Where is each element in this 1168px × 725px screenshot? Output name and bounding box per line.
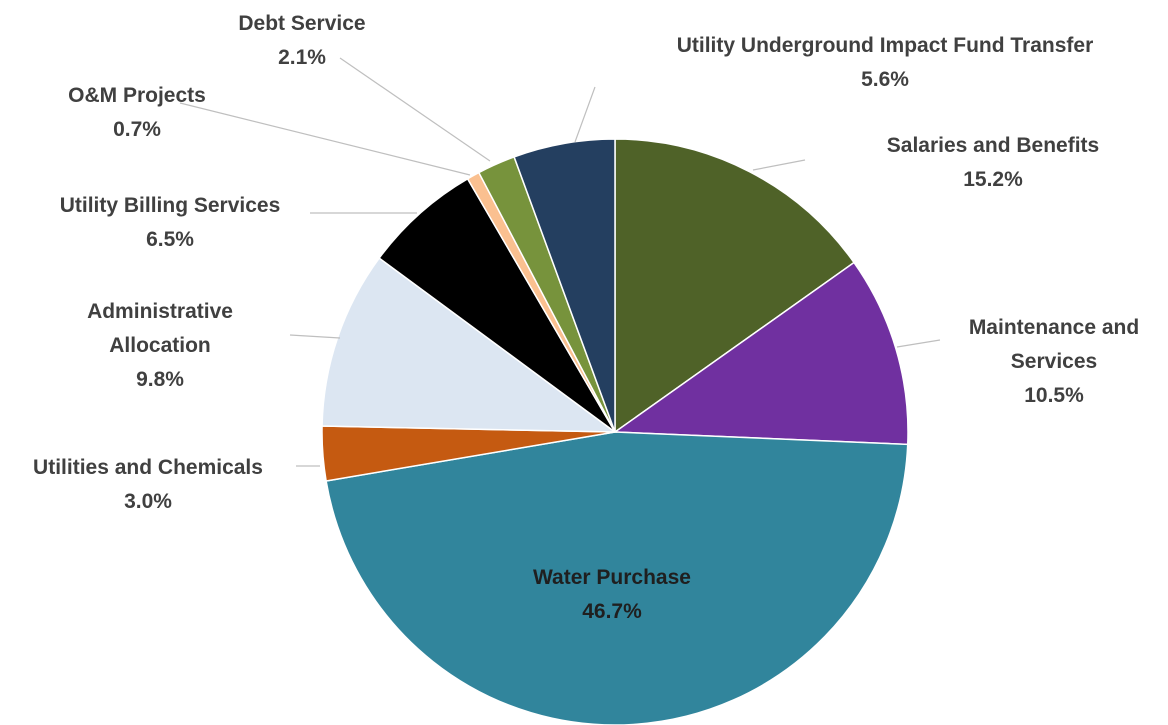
slice-label-administrative-allocation: Administrative xyxy=(87,300,233,323)
slice-value-utilities-and-chemicals: 3.0% xyxy=(124,490,172,513)
slice-value-water-purchase: 46.7% xyxy=(582,600,642,623)
slice-value-debt-service: 2.1% xyxy=(278,46,326,69)
slice-value-administrative-allocation: 9.8% xyxy=(136,368,184,391)
slice-utility-billing-services xyxy=(378,177,616,433)
leader-line-utility-underground-impact-fund-transfer xyxy=(574,86,596,143)
slice-value-salaries-and-benefits: 15.2% xyxy=(963,168,1023,191)
slice-value-utility-underground-impact-fund-transfer: 5.6% xyxy=(861,68,909,91)
slice-label-maintenance-and-services: Services xyxy=(1011,350,1097,373)
leader-line-maintenance-and-services xyxy=(896,339,941,348)
pie-slices xyxy=(321,138,909,725)
slice-utility-underground-impact-fund-transfer xyxy=(513,138,616,433)
slice-label-utilities-and-chemicals: Utilities and Chemicals xyxy=(33,456,263,479)
slice-value-oandm-projects: 0.7% xyxy=(113,118,161,141)
slice-labels: Salaries and Benefits 15.2% Maintenance an… xyxy=(33,12,1139,623)
slice-label-water-purchase: Water Purchase xyxy=(533,566,691,589)
slice-label-utility-underground-impact-fund-transfer: Utility Underground Impact Fund Transfer xyxy=(677,34,1094,57)
slice-label-oandm-projects: O&M Projects xyxy=(68,84,206,107)
leader-line-administrative-allocation xyxy=(289,334,341,339)
leader-lines xyxy=(179,57,941,467)
slice-label-debt-service: Debt Service xyxy=(238,12,365,35)
slice-water-purchase xyxy=(325,431,909,725)
slice-value-maintenance-and-services: 10.5% xyxy=(1024,384,1084,407)
slice-salaries-and-benefits xyxy=(614,138,856,434)
leader-line-salaries-and-benefits xyxy=(752,159,806,171)
slice-label-salaries-and-benefits: Salaries and Benefits xyxy=(887,134,1099,157)
leader-line-oandm-projects xyxy=(179,102,471,176)
slice-label-maintenance-and-services: Maintenance and xyxy=(969,316,1139,339)
slice-maintenance-and-services xyxy=(612,261,909,446)
slice-label-utility-billing-services: Utility Billing Services xyxy=(60,194,281,217)
leader-line-debt-service xyxy=(339,57,491,162)
slice-value-utility-billing-services: 6.5% xyxy=(146,228,194,251)
slice-label-administrative-allocation: Allocation xyxy=(109,334,211,357)
